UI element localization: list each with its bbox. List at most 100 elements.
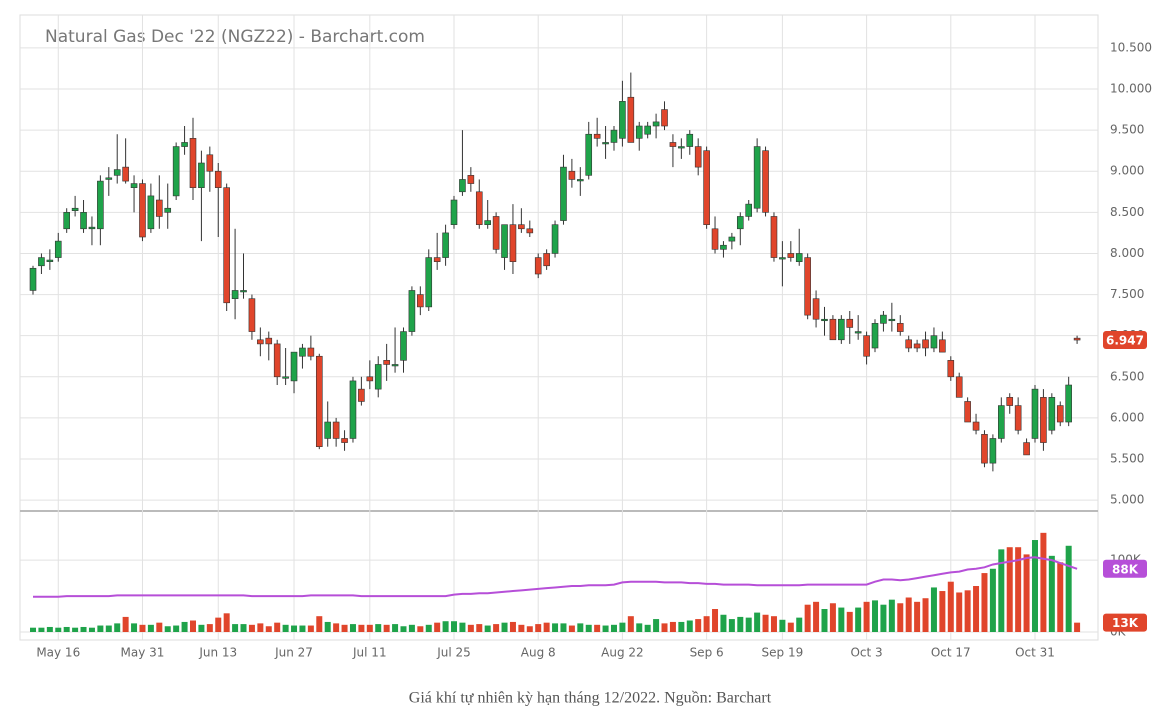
candle-body — [821, 318, 828, 322]
volume-bar — [872, 600, 879, 632]
candle-body — [795, 253, 803, 262]
volume-bar — [291, 625, 298, 632]
candle-body — [888, 318, 896, 322]
volume-bar — [1065, 545, 1072, 632]
volume-bar — [956, 592, 963, 632]
volume-tag: 13K — [1112, 616, 1139, 630]
volume-bar — [122, 616, 129, 632]
volume-bar — [30, 627, 37, 632]
volume-ma-tag: 88K — [1112, 562, 1139, 576]
volume-bar — [38, 627, 45, 632]
candle-body — [652, 121, 660, 127]
candle-body — [315, 355, 323, 447]
volume-bar — [964, 590, 971, 632]
volume-bar — [240, 624, 247, 632]
volume-bar — [888, 599, 895, 632]
chart-title: Natural Gas Dec '22 (NGZ22) - Barchart.c… — [45, 27, 425, 47]
volume-bar — [72, 627, 79, 632]
candle-body — [156, 199, 163, 217]
volume-bar — [855, 607, 862, 632]
volume-bar — [501, 622, 508, 632]
volume-bar — [324, 621, 331, 632]
candle-body — [38, 257, 45, 267]
candle-body — [467, 175, 475, 184]
candle-body — [947, 360, 955, 378]
candle-body — [1065, 384, 1072, 423]
candle-body — [753, 146, 761, 209]
candle-body — [551, 224, 559, 254]
candle-body — [324, 421, 332, 439]
volume-bar — [88, 627, 95, 632]
volume-bar — [248, 624, 255, 632]
volume-bar — [594, 624, 601, 632]
x-tick-label: Sep 19 — [762, 646, 804, 660]
candle-body — [358, 388, 365, 402]
candle-body — [526, 228, 534, 234]
candle-body — [164, 207, 172, 213]
volume-bar — [375, 624, 382, 632]
volume-bar — [770, 616, 777, 632]
volume-bar — [392, 624, 399, 632]
volume-bar — [383, 624, 390, 632]
candle-body — [812, 298, 820, 320]
volume-bar — [274, 622, 281, 632]
volume-bar — [80, 626, 87, 632]
candle-body — [492, 216, 500, 250]
candle-body — [147, 195, 155, 230]
candle-body — [299, 347, 306, 357]
candle-body — [1006, 397, 1014, 406]
x-tick-label: Oct 3 — [850, 646, 882, 660]
volume-bar — [846, 611, 853, 632]
candle-body — [1023, 442, 1030, 456]
x-tick-label: Jul 25 — [436, 646, 471, 660]
candle-body — [838, 318, 845, 341]
candle-body — [71, 207, 79, 211]
candle-body — [349, 380, 357, 439]
candle-body — [509, 224, 517, 262]
candle-body — [770, 216, 778, 258]
candle-body — [661, 109, 668, 127]
volume-bar — [341, 624, 348, 632]
candle-body — [442, 232, 449, 258]
candle-body — [130, 183, 138, 188]
volume-bar — [1015, 547, 1022, 632]
y-tick-label: 9.000 — [1110, 164, 1144, 178]
volume-bar — [678, 621, 685, 632]
volume-bar — [552, 623, 559, 632]
candle-body — [425, 257, 433, 308]
volume-bar — [779, 619, 786, 632]
candle-body — [181, 142, 188, 147]
volume-bar — [265, 626, 272, 632]
volume-bar — [695, 619, 702, 632]
volume-bar — [661, 623, 668, 632]
candle-body — [585, 133, 593, 176]
volume-bar — [1048, 555, 1055, 632]
volume-bar — [206, 624, 213, 632]
candle-body — [450, 199, 458, 225]
volume-bar — [232, 624, 239, 632]
volume-bar — [585, 624, 592, 632]
volume-bar — [821, 609, 828, 632]
volume-bar — [644, 624, 651, 632]
volume-tag-box — [1103, 613, 1147, 632]
volume-bar — [745, 617, 752, 632]
candle-body — [273, 343, 281, 378]
volume-bar — [930, 587, 937, 632]
x-tick-label: May 31 — [121, 646, 165, 660]
volume-bar — [105, 625, 112, 632]
candle-body — [560, 166, 567, 221]
volume-bar — [173, 625, 180, 632]
volume-bar — [787, 622, 794, 632]
volume-bar — [535, 624, 542, 632]
volume-bar — [333, 623, 340, 632]
volume-bar — [602, 625, 609, 632]
y-tick-label: 8.000 — [1110, 246, 1144, 260]
volume-bar — [139, 624, 146, 632]
candle-body — [459, 179, 466, 193]
volume-bar — [1057, 562, 1064, 632]
candle-body — [728, 236, 736, 242]
x-tick-label: Jun 27 — [274, 646, 313, 660]
candle-body — [433, 257, 441, 262]
